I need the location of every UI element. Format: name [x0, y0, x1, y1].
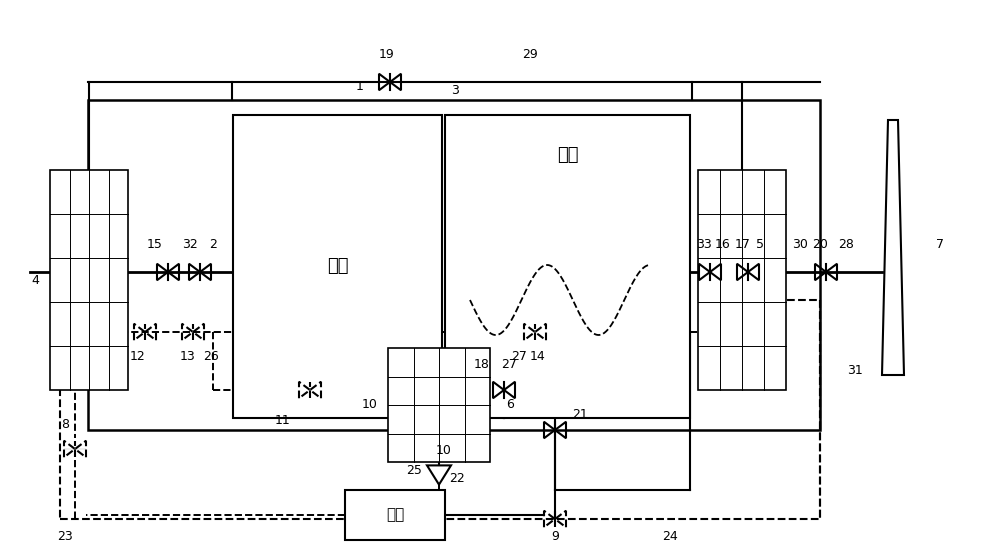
Text: 头部: 头部 — [557, 146, 578, 164]
Text: 23: 23 — [57, 530, 73, 543]
Bar — [50, 170, 128, 390]
Bar — [88, 100, 820, 430]
Text: 17: 17 — [735, 238, 751, 250]
Text: 7: 7 — [936, 238, 944, 250]
Text: 30: 30 — [792, 238, 808, 250]
Text: 12: 12 — [130, 350, 146, 363]
Text: 27: 27 — [501, 358, 517, 372]
Text: 11: 11 — [275, 414, 291, 427]
Text: 尾部: 尾部 — [327, 258, 348, 276]
Text: 32: 32 — [182, 238, 198, 250]
Text: 26: 26 — [203, 350, 219, 363]
Text: 4: 4 — [31, 273, 39, 287]
Text: 31: 31 — [847, 363, 863, 377]
Text: 9: 9 — [551, 530, 559, 543]
Bar — [698, 170, 786, 390]
Text: 5: 5 — [756, 238, 764, 250]
Text: 14: 14 — [530, 350, 546, 363]
Text: 33: 33 — [696, 238, 712, 250]
Text: 18: 18 — [474, 358, 490, 372]
Bar — [233, 115, 442, 418]
Text: 13: 13 — [180, 350, 196, 363]
Text: 6: 6 — [506, 399, 514, 411]
Text: 10: 10 — [362, 399, 378, 411]
Text: 24: 24 — [662, 530, 678, 543]
Text: 3: 3 — [451, 83, 459, 97]
Bar — [445, 115, 690, 418]
Text: 21: 21 — [572, 409, 588, 421]
Text: 27: 27 — [511, 350, 527, 363]
Text: 20: 20 — [812, 238, 828, 250]
Text: 19: 19 — [379, 48, 395, 60]
Text: 8: 8 — [61, 418, 69, 430]
Bar — [345, 490, 445, 540]
Text: 气源: 气源 — [386, 508, 404, 523]
Text: 10: 10 — [436, 443, 452, 457]
Text: 2: 2 — [209, 238, 217, 250]
Text: 22: 22 — [449, 471, 465, 485]
Text: 28: 28 — [838, 238, 854, 250]
Text: 25: 25 — [406, 463, 422, 476]
Text: 29: 29 — [522, 48, 538, 60]
Text: 16: 16 — [715, 238, 731, 250]
Text: 1: 1 — [356, 80, 364, 93]
Text: 15: 15 — [147, 238, 163, 250]
Bar — [388, 348, 490, 462]
